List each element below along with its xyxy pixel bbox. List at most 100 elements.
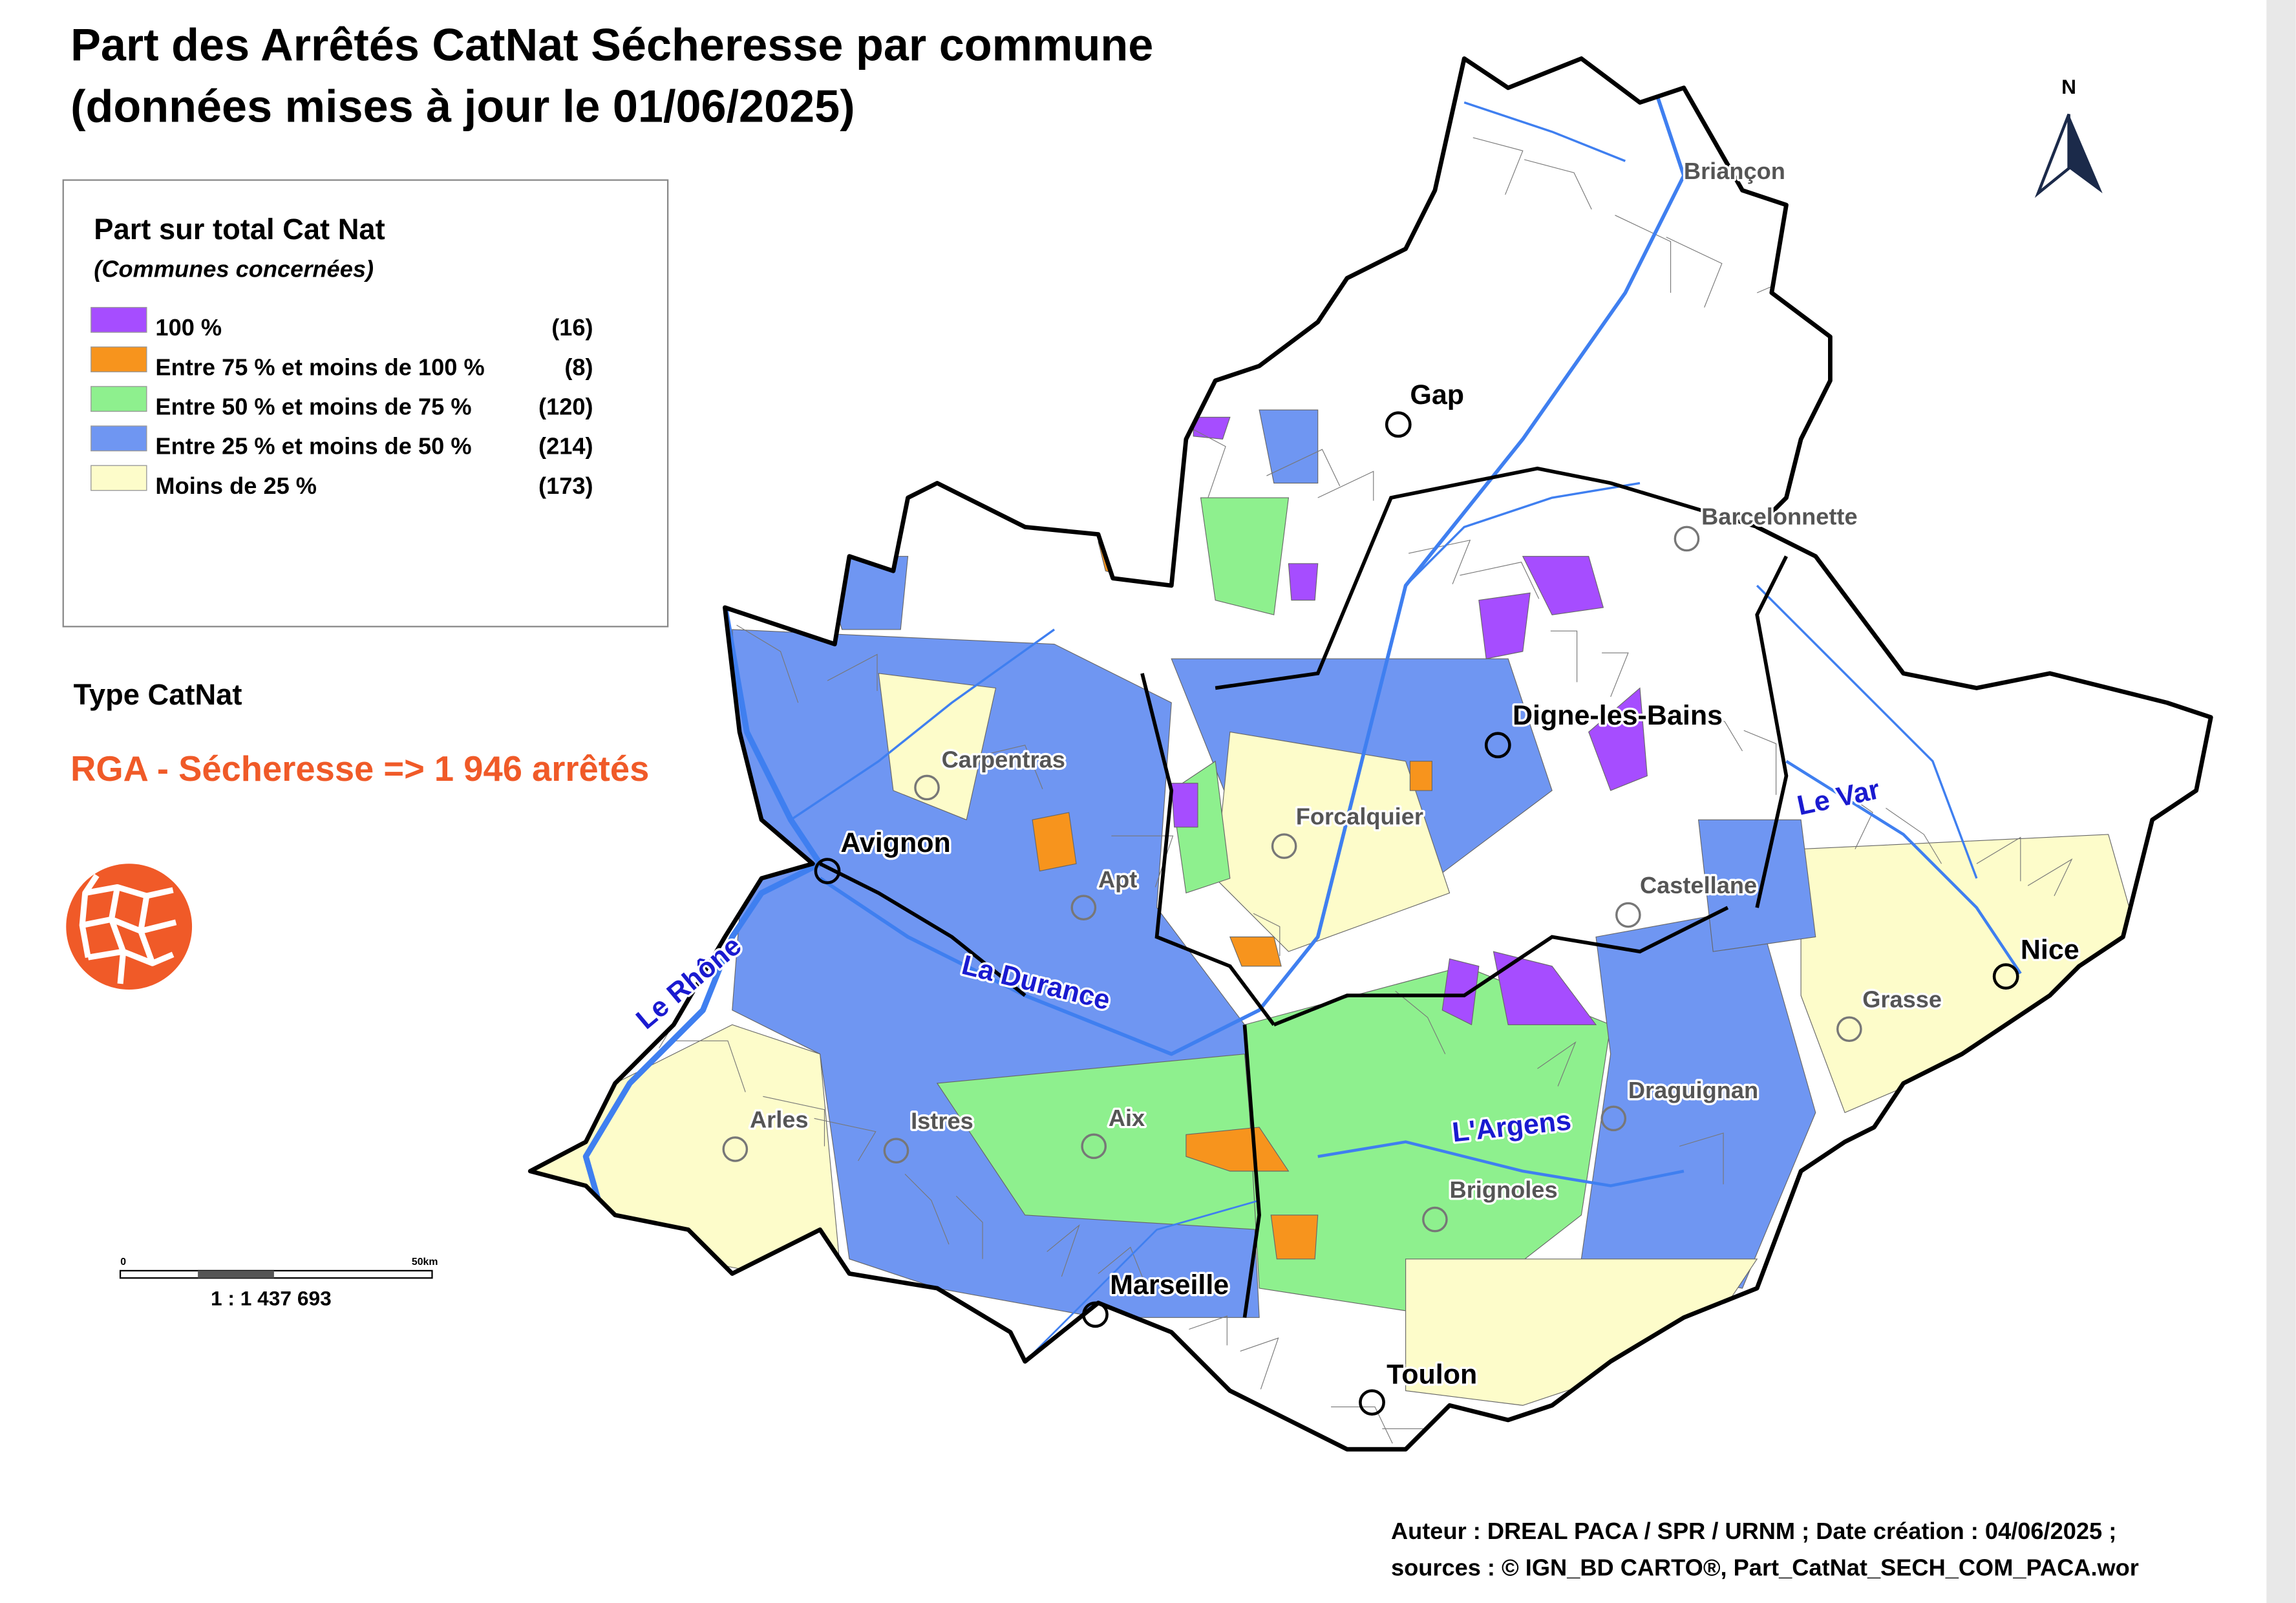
commune-line	[1679, 1132, 1724, 1185]
river	[1785, 759, 2022, 975]
city-label: Aix	[1109, 1105, 1145, 1131]
city-marker	[914, 774, 940, 801]
commune-line	[1537, 1041, 1577, 1087]
legend-count: (8)	[564, 354, 593, 380]
city-marker	[1070, 895, 1097, 921]
commune-line	[1666, 237, 1723, 308]
commune-line	[827, 653, 878, 692]
commune-line	[1524, 159, 1592, 210]
scale-start: 0	[120, 1257, 126, 1268]
commune-patch	[1259, 409, 1319, 483]
river	[1024, 1199, 1260, 1363]
commune-line	[1266, 449, 1341, 487]
commune-line	[1240, 1337, 1279, 1390]
city-label: Barcelonnette	[1701, 503, 1858, 529]
legend-label: Entre 25 % et moins de 50 %	[155, 433, 471, 460]
river	[582, 607, 824, 1209]
city-marker	[722, 1136, 749, 1162]
legend-swatch	[90, 425, 147, 452]
city-marker	[883, 1138, 909, 1163]
region-map: Briançon Gap Barcelonnette Digne-les-Bains C…	[527, 56, 2213, 1452]
commune-patch	[1493, 951, 1597, 1025]
commune-line	[955, 1195, 983, 1259]
commune-patch	[1409, 761, 1432, 791]
commune-line	[840, 242, 897, 288]
legend-label: Moins de 25 %	[155, 472, 317, 499]
department-border	[1242, 1024, 1261, 1318]
commune-line	[1886, 807, 1942, 864]
commune-line	[1834, 785, 1873, 849]
department-border	[1755, 555, 1789, 908]
commune-line	[1472, 137, 1524, 195]
commune-line	[2027, 858, 2073, 897]
commune-patch	[1171, 783, 1198, 828]
scale-end: 50km	[412, 1257, 438, 1268]
department-border	[819, 862, 1026, 997]
commune-line	[2092, 469, 2125, 507]
legend-count: (173)	[538, 472, 593, 499]
commune-line	[749, 173, 783, 204]
commune-line	[2118, 928, 2187, 980]
commune-patch	[1697, 819, 1816, 952]
commune-patch	[878, 673, 997, 821]
title-line: (données mises à jour le 01/06/2025)	[70, 80, 855, 131]
city-marker	[1992, 963, 2019, 990]
city-label: Nice	[2021, 935, 2079, 966]
commune-patch	[1193, 416, 1231, 440]
commune-line	[1408, 539, 1471, 584]
commune-line	[763, 1096, 825, 1147]
commune-line	[1976, 836, 2021, 882]
city-marker	[1422, 1206, 1448, 1233]
department-border	[1215, 466, 1758, 690]
city-label: Toulon	[1387, 1359, 1477, 1390]
legend-label: Entre 50 % et moins de 75 %	[155, 393, 471, 419]
commune-line	[1950, 378, 1995, 409]
commune-patch	[1800, 834, 2138, 1114]
city-marker	[1271, 833, 1297, 859]
commune-patch	[1288, 563, 1319, 601]
city-label: Digne-les-Bains	[1513, 700, 1723, 731]
commune-line	[814, 1118, 877, 1162]
commune-line	[1743, 730, 1777, 795]
commune-line	[982, 320, 1027, 385]
city-marker	[1484, 732, 1511, 759]
north-label: N	[2061, 75, 2076, 98]
commune-line	[1331, 1406, 1393, 1444]
commune-line	[1615, 215, 1672, 293]
scale-ratio: 1 : 1 437 693	[211, 1287, 332, 1310]
city-marker	[814, 858, 841, 884]
river	[790, 628, 1056, 821]
commune-line	[685, 602, 730, 659]
city-marker	[1674, 525, 1700, 552]
drought-icon	[66, 864, 193, 990]
commune-line	[736, 624, 799, 703]
credit-line: Auteur : DREAL PACA / SPR / URNM ; Date …	[1391, 1518, 2116, 1544]
legend-swatch	[90, 386, 147, 412]
city-marker	[1615, 902, 1641, 928]
commune-line	[1124, 398, 1175, 454]
commune-line	[969, 745, 1043, 789]
credit-line: sources : © IGN_BD CARTO®, Part_CatNat_S…	[1391, 1554, 2139, 1580]
type-value: RGA - Sécheresse => 1 946 arrêtés	[70, 749, 649, 789]
city-label: Castellane	[1640, 872, 1757, 898]
commune-patch	[1200, 497, 1290, 615]
legend-label: 100 %	[155, 314, 222, 341]
commune-line	[1963, 1300, 2020, 1352]
type-heading: Type CatNat	[74, 678, 242, 711]
commune-line	[2183, 525, 2211, 590]
commune-line	[672, 1040, 746, 1092]
title-line: Part des Arrêtés CatNat Sécheresse par c…	[70, 19, 1153, 70]
commune-line	[1692, 708, 1743, 752]
commune-patch	[1270, 1215, 1319, 1260]
commune-line	[2105, 1378, 2167, 1450]
city-marker	[1385, 411, 1412, 438]
commune-line	[1189, 1315, 1228, 1346]
commune-line	[1111, 835, 1174, 887]
department-border	[1140, 673, 1276, 1026]
city-label: Brignoles	[1450, 1176, 1558, 1203]
city-label: Briançon	[1684, 158, 1785, 184]
city-label: Carpentras	[942, 746, 1065, 772]
